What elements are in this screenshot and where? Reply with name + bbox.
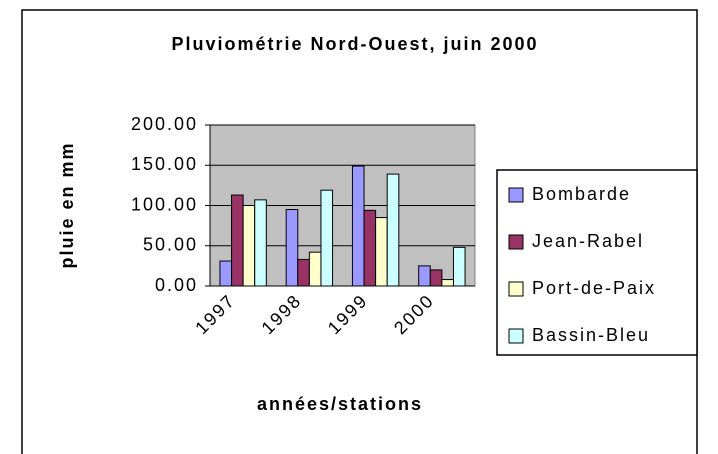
- legend-label: Port-de-Paix: [532, 278, 656, 298]
- legend-label: Bombarde: [532, 184, 631, 204]
- chart-title: Pluviométrie Nord-Ouest, juin 2000: [171, 34, 538, 54]
- y-tick-label: 200.00: [131, 114, 198, 134]
- y-tick-label: 50.00: [143, 235, 198, 255]
- x-tick-label: 1998: [258, 290, 306, 338]
- bar: [242, 205, 256, 287]
- legend-label: Bassin-Bleu: [532, 325, 650, 345]
- x-tick-label: 1999: [324, 290, 372, 338]
- bar: [452, 246, 466, 287]
- bar: [254, 199, 267, 287]
- x-tick-label: 2000: [390, 290, 438, 338]
- y-axis-label: pluie en mm: [57, 141, 77, 268]
- bar: [320, 189, 334, 287]
- legend-swatch: [508, 234, 524, 250]
- legend-box: [496, 169, 698, 356]
- legend-label: Jean-Rabel: [532, 231, 644, 251]
- bar: [285, 209, 299, 287]
- legend-swatch: [508, 328, 524, 344]
- bar: [418, 265, 431, 287]
- bar: [297, 258, 310, 287]
- bar: [375, 217, 388, 287]
- bar: [219, 260, 233, 287]
- x-tick-label: 1997: [191, 290, 239, 338]
- bar: [386, 173, 400, 287]
- bar: [429, 269, 443, 287]
- legend-swatch: [508, 187, 524, 203]
- bar: [231, 194, 244, 287]
- y-tick-label: 100.00: [131, 194, 198, 214]
- bar: [351, 165, 365, 287]
- bar: [441, 279, 454, 287]
- bar: [308, 251, 322, 287]
- legend-swatch: [508, 281, 524, 297]
- bar: [363, 209, 377, 287]
- x-axis-label: années/stations: [257, 394, 423, 414]
- y-tick-label: 0.00: [155, 275, 198, 295]
- y-tick-label: 150.00: [131, 154, 198, 174]
